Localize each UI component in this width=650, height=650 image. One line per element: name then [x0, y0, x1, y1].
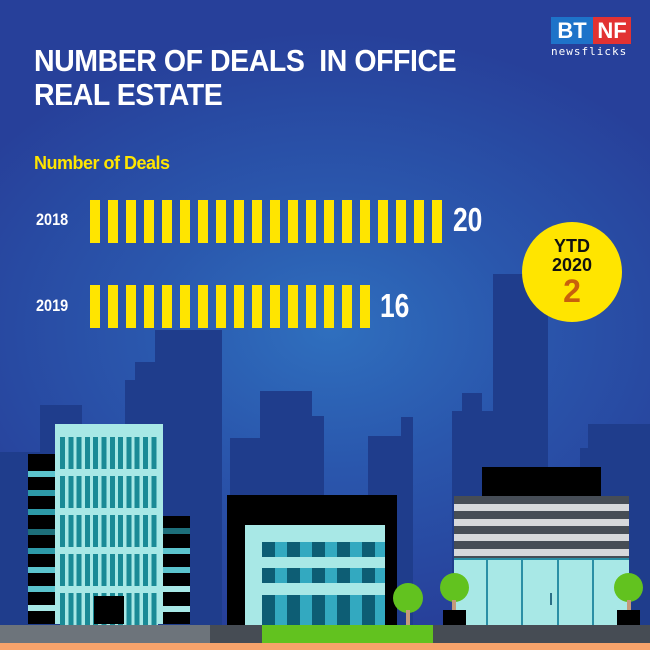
right-wing-building: [163, 516, 190, 624]
skyline-building: [401, 417, 413, 447]
page-title: NUMBER OF DEALS IN OFFICE REAL ESTATE: [34, 43, 457, 112]
left-wing-building: [28, 454, 55, 624]
tree-trunk: [406, 610, 410, 625]
bar-row-2019: [90, 285, 370, 328]
ytd-badge: YTD 2020 2: [522, 222, 622, 322]
row-value-2018: 20: [453, 201, 483, 238]
chart-subtitle: Number of Deals: [34, 153, 170, 173]
logo-nf: NF: [593, 17, 631, 44]
ytd-label: YTD: [554, 236, 590, 256]
tree-trunk: [452, 600, 456, 612]
tree: [393, 583, 423, 613]
tree: [440, 573, 469, 602]
tree: [614, 573, 643, 602]
skyline-building: [135, 362, 155, 382]
row-label-2018: 2018: [36, 210, 69, 229]
logo-bt: BT: [551, 17, 593, 44]
planter: [443, 610, 466, 625]
bar-row-2018: [90, 200, 442, 243]
brand-logo: BT NF newsflicks: [551, 17, 631, 58]
right-building-stripes: [454, 496, 629, 558]
sidewalk: [0, 625, 210, 643]
road-strip: [0, 643, 650, 650]
grass-strip: [262, 625, 433, 643]
row-value-2019: 16: [380, 287, 410, 324]
logo-tagline: newsflicks: [551, 45, 628, 58]
sidewalk: [433, 625, 650, 643]
ytd-value: 2: [563, 273, 581, 309]
planter: [617, 610, 640, 625]
tree-trunk: [627, 600, 631, 612]
skyline-building: [462, 393, 482, 413]
sidewalk: [210, 625, 262, 643]
tall-office-windows: [60, 437, 158, 625]
middle-building: [245, 525, 385, 625]
right-building-roof: [482, 467, 601, 497]
building-door: [94, 596, 124, 624]
row-label-2019: 2019: [36, 296, 69, 315]
ytd-year: 2020: [551, 255, 593, 275]
right-building-glass: [454, 558, 629, 627]
door-handle: [550, 593, 552, 605]
